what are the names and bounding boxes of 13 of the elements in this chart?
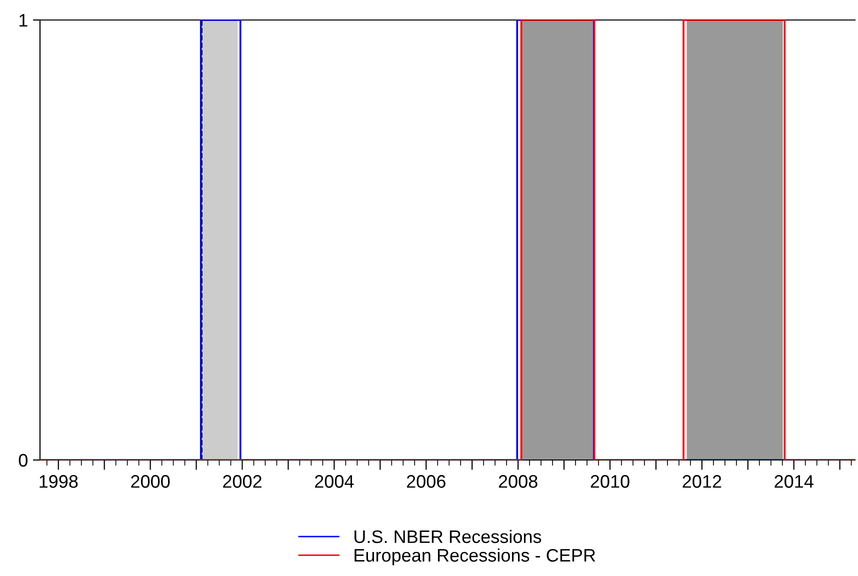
y-tick-label: 0 (18, 454, 28, 467)
x-tick-label: 2002 (223, 475, 262, 488)
x-tick-label: 2010 (590, 475, 630, 488)
x-tick-label: 2000 (131, 475, 170, 488)
x-tick-label: 2014 (774, 475, 814, 488)
x-tick-label: 2006 (406, 475, 446, 488)
y-tick-label: 1 (20, 14, 28, 27)
legend-label: U.S. NBER Recessions (354, 530, 542, 544)
x-tick-label: 2008 (498, 475, 538, 488)
legend-label: European Recessions - CEPR (354, 548, 596, 566)
x-tick-label: 1998 (40, 475, 78, 488)
x-tick-label: 2012 (682, 475, 722, 488)
x-tick-label: 2004 (315, 475, 354, 488)
